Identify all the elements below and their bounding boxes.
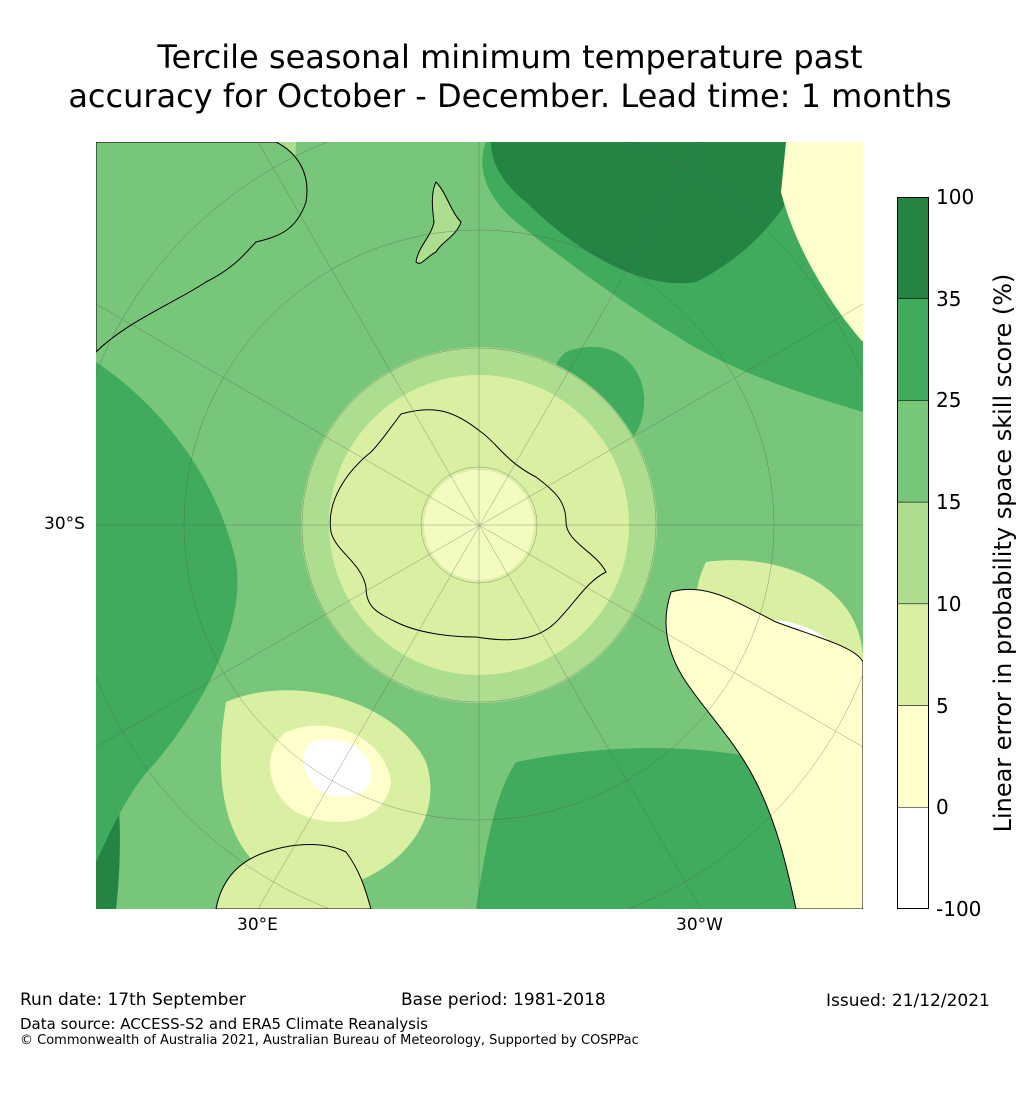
colorbar-tick-label: 5 — [936, 693, 949, 718]
africa-landmass — [215, 844, 372, 909]
south-america-landmass — [665, 588, 863, 909]
colorbar-tick-label: 100 — [936, 185, 975, 209]
title-line-2: accuracy for October - December. Lead ti… — [68, 77, 952, 115]
colorbar-tick-label: 10 — [936, 591, 962, 616]
colorbar-segment — [897, 807, 929, 909]
polar-skill-map — [96, 142, 863, 909]
footer-issued: Issued: 21/12/2021 — [826, 991, 990, 1011]
footer-data-source: Data source: ACCESS-S2 and ERA5 Climate … — [20, 1015, 428, 1033]
skill-patch-white-sw-core — [303, 739, 372, 797]
colorbar-segment — [897, 400, 929, 503]
graticule — [96, 142, 863, 909]
skill-patch-pale-ne — [781, 142, 863, 342]
colorbar-tick-label: 35 — [936, 286, 962, 311]
footer-copyright: © Commonwealth of Australia 2021, Austra… — [20, 1033, 639, 1048]
colorbar-label-text: Linear error in probability space skill … — [989, 273, 1017, 833]
colorbar-tick-label: 25 — [936, 388, 962, 413]
colorbar-tick-label: -100 — [936, 897, 982, 921]
colorbar-tick-label: 15 — [936, 490, 962, 515]
colorbar-segment — [897, 501, 929, 605]
latitude-label-30s: 30°S — [44, 514, 85, 534]
new-zealand-landmass — [415, 181, 462, 264]
skill-region-dark-w — [96, 362, 238, 862]
longitude-label-30w: 30°W — [676, 915, 723, 935]
colorbar-segment — [897, 603, 929, 706]
skill-region-darkest — [491, 142, 816, 284]
australia-landmass — [96, 142, 308, 353]
colorbar-segment — [897, 298, 929, 401]
chart-title: Tercile seasonal minimum temperature pas… — [0, 38, 1020, 116]
footer-base-period: Base period: 1981-2018 — [401, 990, 606, 1010]
colorbar-segment — [897, 197, 929, 299]
title-line-1: Tercile seasonal minimum temperature pas… — [157, 38, 863, 76]
colorbar-tick-label: 0 — [936, 795, 949, 820]
colorbar-segment — [897, 705, 929, 808]
longitude-label-30e: 30°E — [237, 915, 278, 935]
colorbar — [897, 197, 929, 909]
footer-run-date: Run date: 17th September — [20, 990, 246, 1010]
